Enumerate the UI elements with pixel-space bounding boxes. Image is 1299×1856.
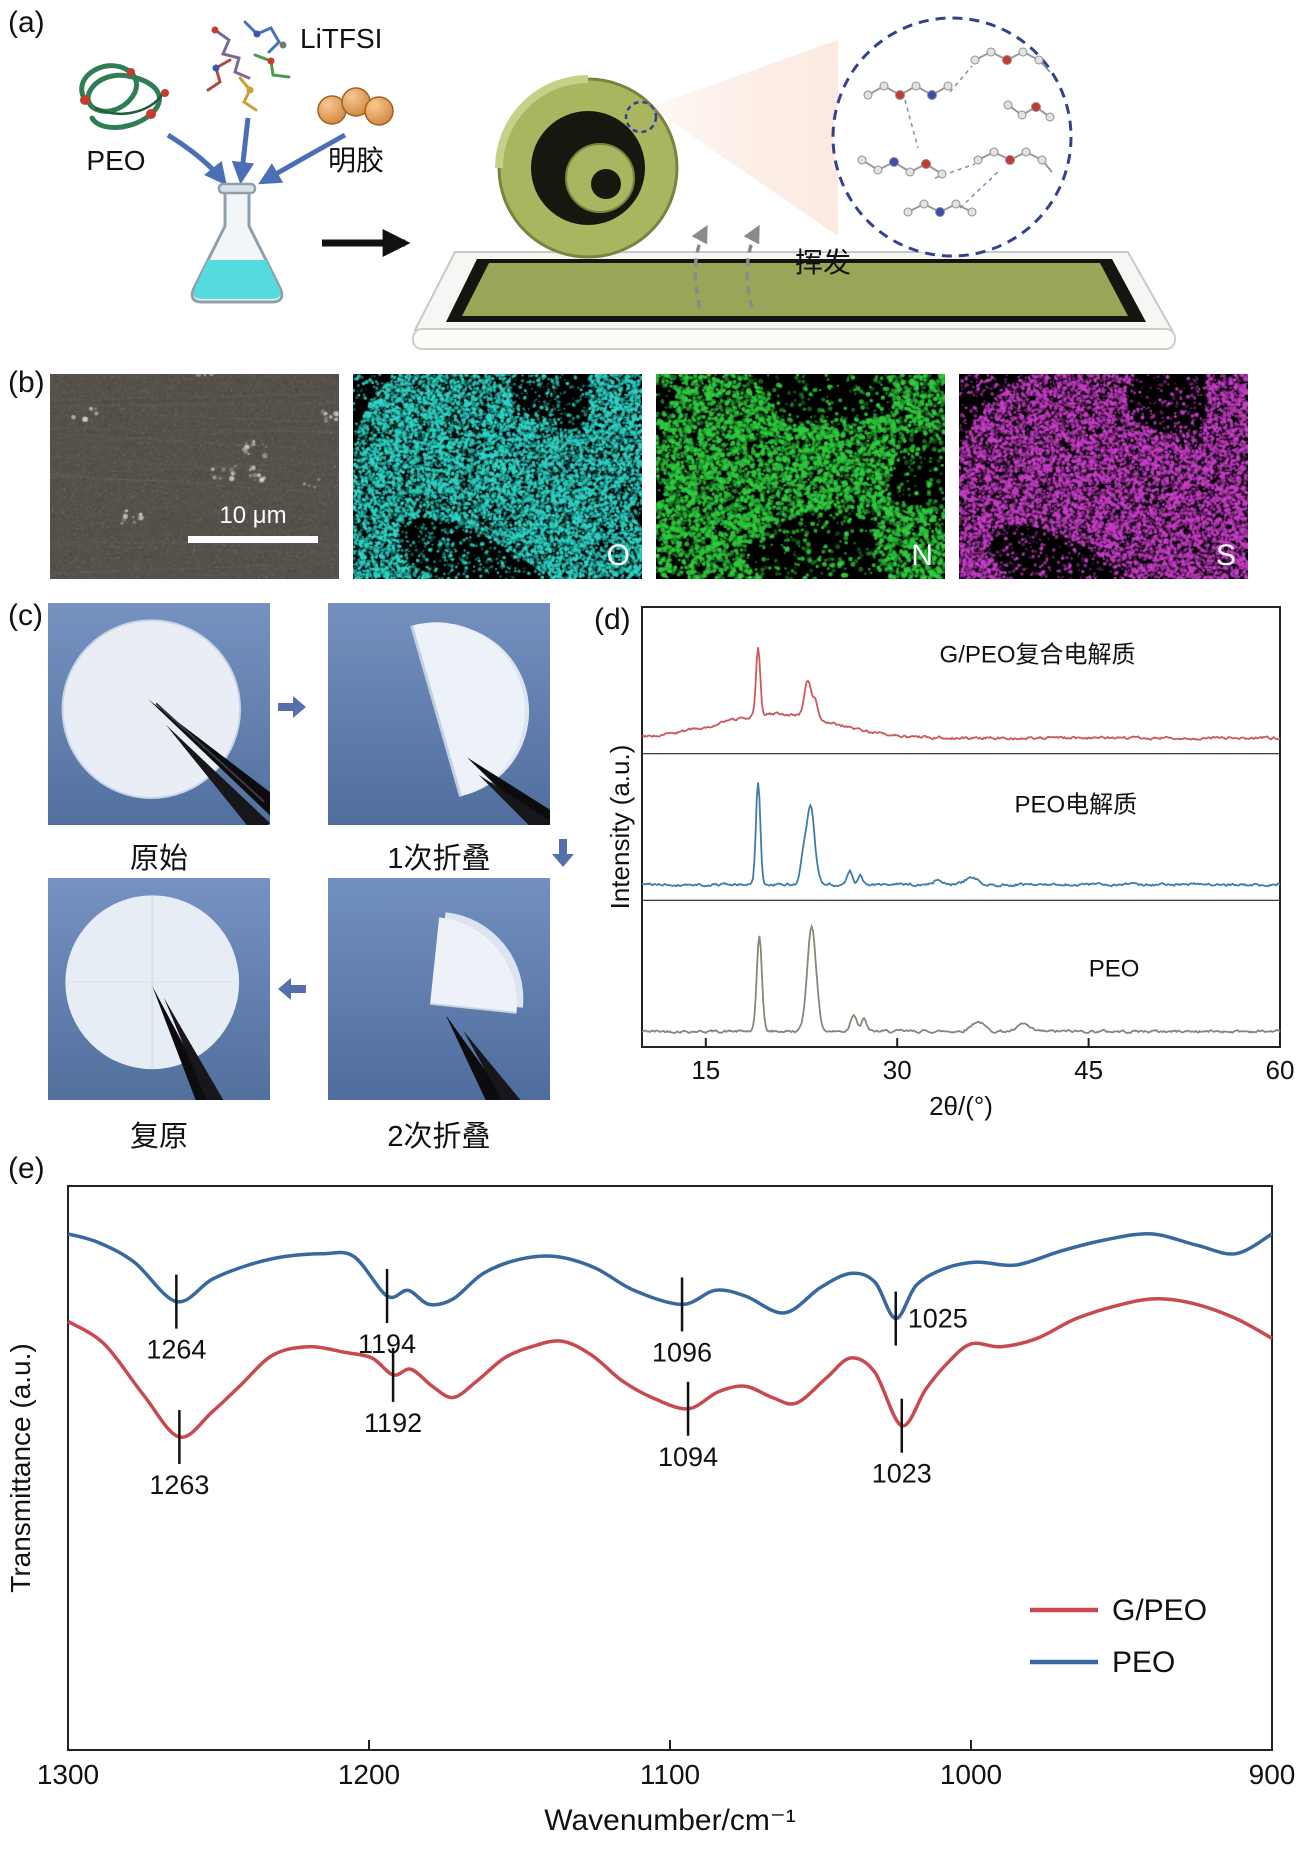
scale-bar-line [188, 536, 318, 543]
scale-bar-label: 10 μm [219, 502, 287, 529]
xrd-curve-0 [641, 647, 1281, 741]
ftir-y-axis-label: Transmittance (a.u.) [5, 1343, 36, 1593]
panel-a: (a) PEO [0, 0, 1299, 360]
xrd-chart: 15 30 45 60 G/PEO复合电解质 PEO电解质 PEO [641, 606, 1295, 1085]
peak-label-1023: 1023 [872, 1459, 932, 1489]
photo-fold-2 [328, 878, 550, 1100]
sem-canvas [50, 374, 339, 579]
xrd-xtick-label: 30 [883, 1055, 912, 1085]
xrd-y-axis-label: Intensity (a.u.) [605, 744, 635, 910]
arrow-litfsi-to-flask [231, 117, 255, 185]
arrow-gelatin-to-flask [258, 132, 347, 185]
peo-label: PEO [86, 145, 145, 176]
element-letter-O: O [606, 539, 630, 572]
legend-label-G/PEO: G/PEO [1112, 1594, 1207, 1627]
panel-b-label: (b) [8, 366, 45, 399]
membrane-roll [495, 75, 679, 259]
panel-e-label: (e) [8, 1152, 45, 1185]
xrd-series-label-2: PEO [1089, 956, 1140, 983]
xrd-xtick-label: 45 [1074, 1055, 1103, 1085]
ftir-xtick-label: 900 [1249, 1759, 1296, 1790]
litfsi-label: LiTFSI [300, 23, 382, 54]
gelatin-spheres [317, 87, 394, 126]
preparation-schematic: PEO LiTFSI 明胶 [79, 16, 1176, 350]
peo-molecule [79, 63, 169, 130]
xrd-frame [641, 606, 1281, 1048]
casting-tray [412, 251, 1176, 350]
evaporation-arrow [743, 224, 760, 309]
panel-d: (d) Intensity (a.u.) 15 30 45 60 G/PEO复合电解质 P… [580, 595, 1299, 1140]
photo-original [48, 603, 270, 825]
caption-recovered: 复原 [129, 1121, 188, 1153]
xrd-series-label-1: PEO电解质 [1014, 791, 1137, 818]
panel-d-label: (d) [594, 603, 631, 636]
eds-map-N: N [656, 374, 945, 579]
ftir-xtick-label: 1000 [940, 1759, 1002, 1790]
ftir-curve-PEO [67, 1232, 1273, 1321]
flask [190, 182, 284, 304]
peak-label-1192: 1192 [364, 1408, 422, 1438]
panel-c-label: (c) [8, 599, 43, 632]
ftir-xtick-label: 1100 [640, 1759, 700, 1790]
cast-film [462, 263, 1128, 316]
peak-label-1263: 1263 [149, 1470, 209, 1500]
caption-fold-1: 1次折叠 [387, 843, 491, 875]
zoom-source-circle [624, 100, 658, 134]
gelatin-label: 明胶 [328, 145, 384, 176]
peak-label-1096: 1096 [652, 1337, 712, 1367]
xrd-xtick-label: 60 [1266, 1055, 1295, 1085]
xrd-x-axis-label: 2θ/(°) [929, 1091, 993, 1121]
legend-label-PEO: PEO [1112, 1646, 1175, 1679]
eds-map-N-canvas [656, 374, 945, 579]
panel-b: (b) 10 μm O N S [0, 362, 1299, 592]
maps-row: 10 μm O N S [50, 374, 1248, 579]
photo-fold-1 [328, 603, 550, 825]
eds-map-O-canvas [353, 374, 642, 579]
panel-c: (c) [8, 595, 580, 1155]
xrd-curve-1 [641, 782, 1281, 888]
eds-map-S: S [959, 374, 1248, 579]
inset-atoms [857, 47, 1055, 217]
litfsi-molecule [206, 20, 291, 112]
eds-map-S-canvas [959, 374, 1248, 579]
ftir-curve-G/PEO [67, 1297, 1273, 1439]
eds-map-O: O [353, 374, 642, 579]
panel-a-label: (a) [8, 6, 45, 39]
panel-e: (e) Transmittance (a.u.) 1300 1200 1100 100… [0, 1150, 1299, 1856]
inset-h-bonds [904, 65, 1001, 209]
peak-label-1264: 1264 [146, 1335, 206, 1365]
peak-label-1094: 1094 [658, 1442, 718, 1472]
arrow-left-icon [278, 977, 306, 1006]
arrow-right-icon [278, 695, 306, 724]
ftir-xtick-label: 1300 [37, 1759, 99, 1790]
ftir-chart: 1300 1200 1100 1000 900 1264 1194 1192 1096 1094 1… [37, 1185, 1296, 1790]
arrow-peo-to-flask [166, 132, 227, 186]
caption-fold-2: 2次折叠 [387, 1121, 491, 1153]
element-letter-S: S [1215, 539, 1236, 572]
arrow-down-icon [551, 839, 575, 872]
zoom-cone [650, 40, 838, 236]
sem-image: 10 μm [50, 374, 339, 579]
scale-bar: 10 μm [188, 502, 318, 543]
peak-label-1025: 1025 [908, 1304, 968, 1334]
element-letter-N: N [911, 539, 933, 572]
ftir-x-axis-label: Wavenumber/cm⁻¹ [544, 1804, 796, 1837]
xrd-xtick-label: 15 [691, 1055, 720, 1085]
evaporation-arrow [691, 224, 708, 309]
molecular-inset [831, 16, 1073, 258]
peak-label-1194: 1194 [358, 1329, 416, 1359]
xrd-series-label-0: G/PEO复合电解质 [940, 642, 1136, 669]
photo-recovered [48, 878, 270, 1100]
caption-original: 原始 [129, 843, 188, 875]
ftir-xtick-label: 1200 [338, 1759, 400, 1790]
xrd-curve-2 [641, 923, 1281, 1035]
evaporation-label: 挥发 [795, 247, 851, 278]
